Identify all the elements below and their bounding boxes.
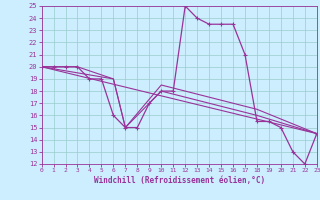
- X-axis label: Windchill (Refroidissement éolien,°C): Windchill (Refroidissement éolien,°C): [94, 176, 265, 185]
